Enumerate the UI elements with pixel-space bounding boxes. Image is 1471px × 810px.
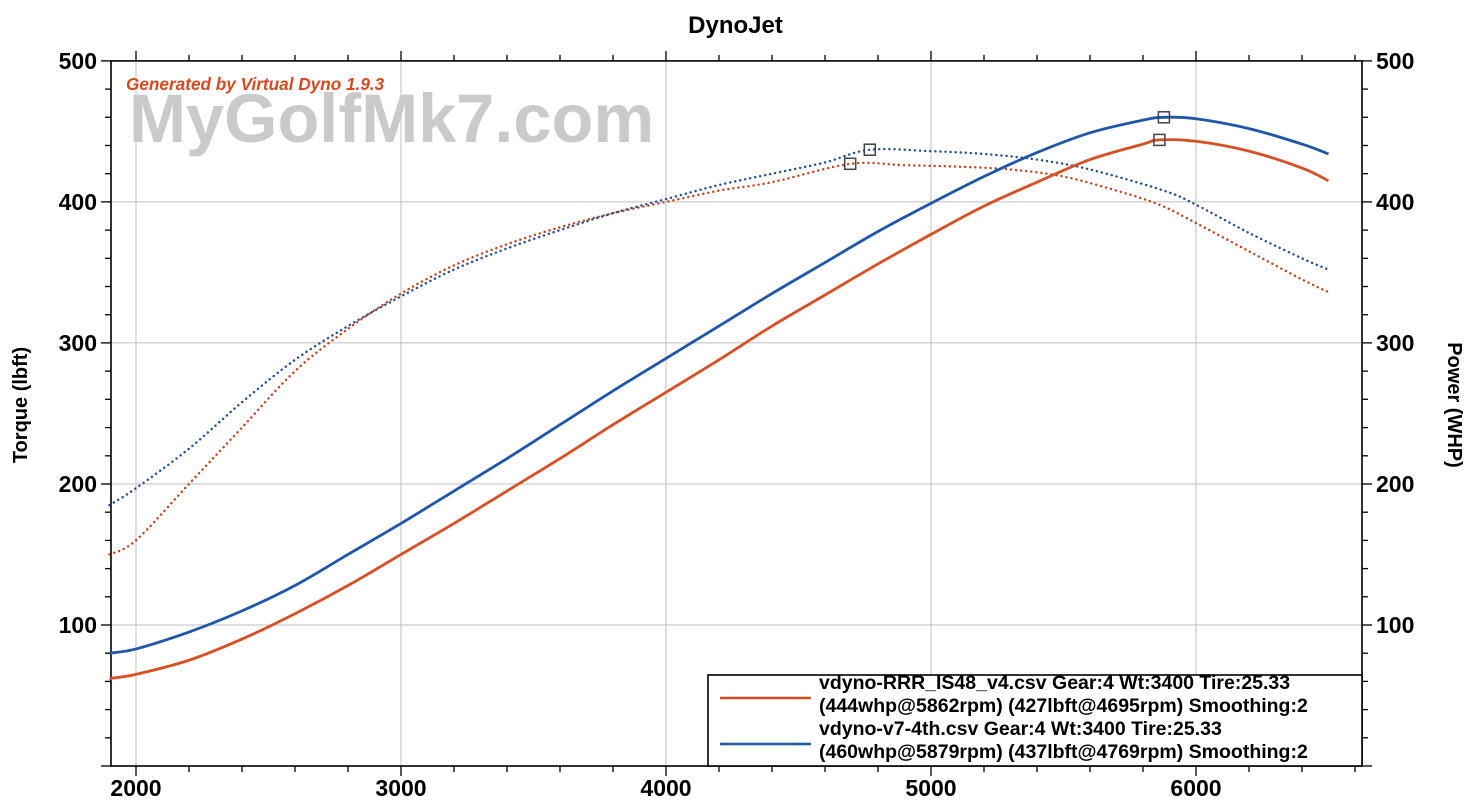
svg-text:400: 400 — [1376, 189, 1414, 215]
svg-text:(460whp@5879rpm) (437lbft@4769: (460whp@5879rpm) (437lbft@4769rpm) Smoot… — [819, 741, 1308, 763]
svg-text:400: 400 — [59, 189, 97, 215]
svg-text:vdyno-RRR_IS48_v4.csv Gear:4 W: vdyno-RRR_IS48_v4.csv Gear:4 Wt:3400 Tir… — [819, 672, 1290, 694]
svg-text:500: 500 — [1376, 48, 1414, 74]
svg-text:(444whp@5862rpm) (427lbft@4695: (444whp@5862rpm) (427lbft@4695rpm) Smoot… — [819, 695, 1308, 717]
svg-text:3000: 3000 — [375, 775, 426, 801]
svg-text:100: 100 — [59, 612, 97, 638]
svg-text:4000: 4000 — [640, 775, 691, 801]
svg-text:300: 300 — [59, 330, 97, 356]
svg-text:300: 300 — [1376, 330, 1414, 356]
svg-text:vdyno-v7-4th.csv Gear:4 Wt:340: vdyno-v7-4th.csv Gear:4 Wt:3400 Tire:25.… — [819, 718, 1222, 740]
svg-text:200: 200 — [1376, 471, 1414, 497]
svg-text:6000: 6000 — [1170, 775, 1221, 801]
svg-text:500: 500 — [59, 48, 97, 74]
svg-text:2000: 2000 — [110, 775, 161, 801]
svg-text:5000: 5000 — [905, 775, 956, 801]
svg-text:200: 200 — [59, 471, 97, 497]
svg-text:MyGolfMk7.com: MyGolfMk7.com — [129, 80, 654, 157]
svg-text:100: 100 — [1376, 612, 1414, 638]
